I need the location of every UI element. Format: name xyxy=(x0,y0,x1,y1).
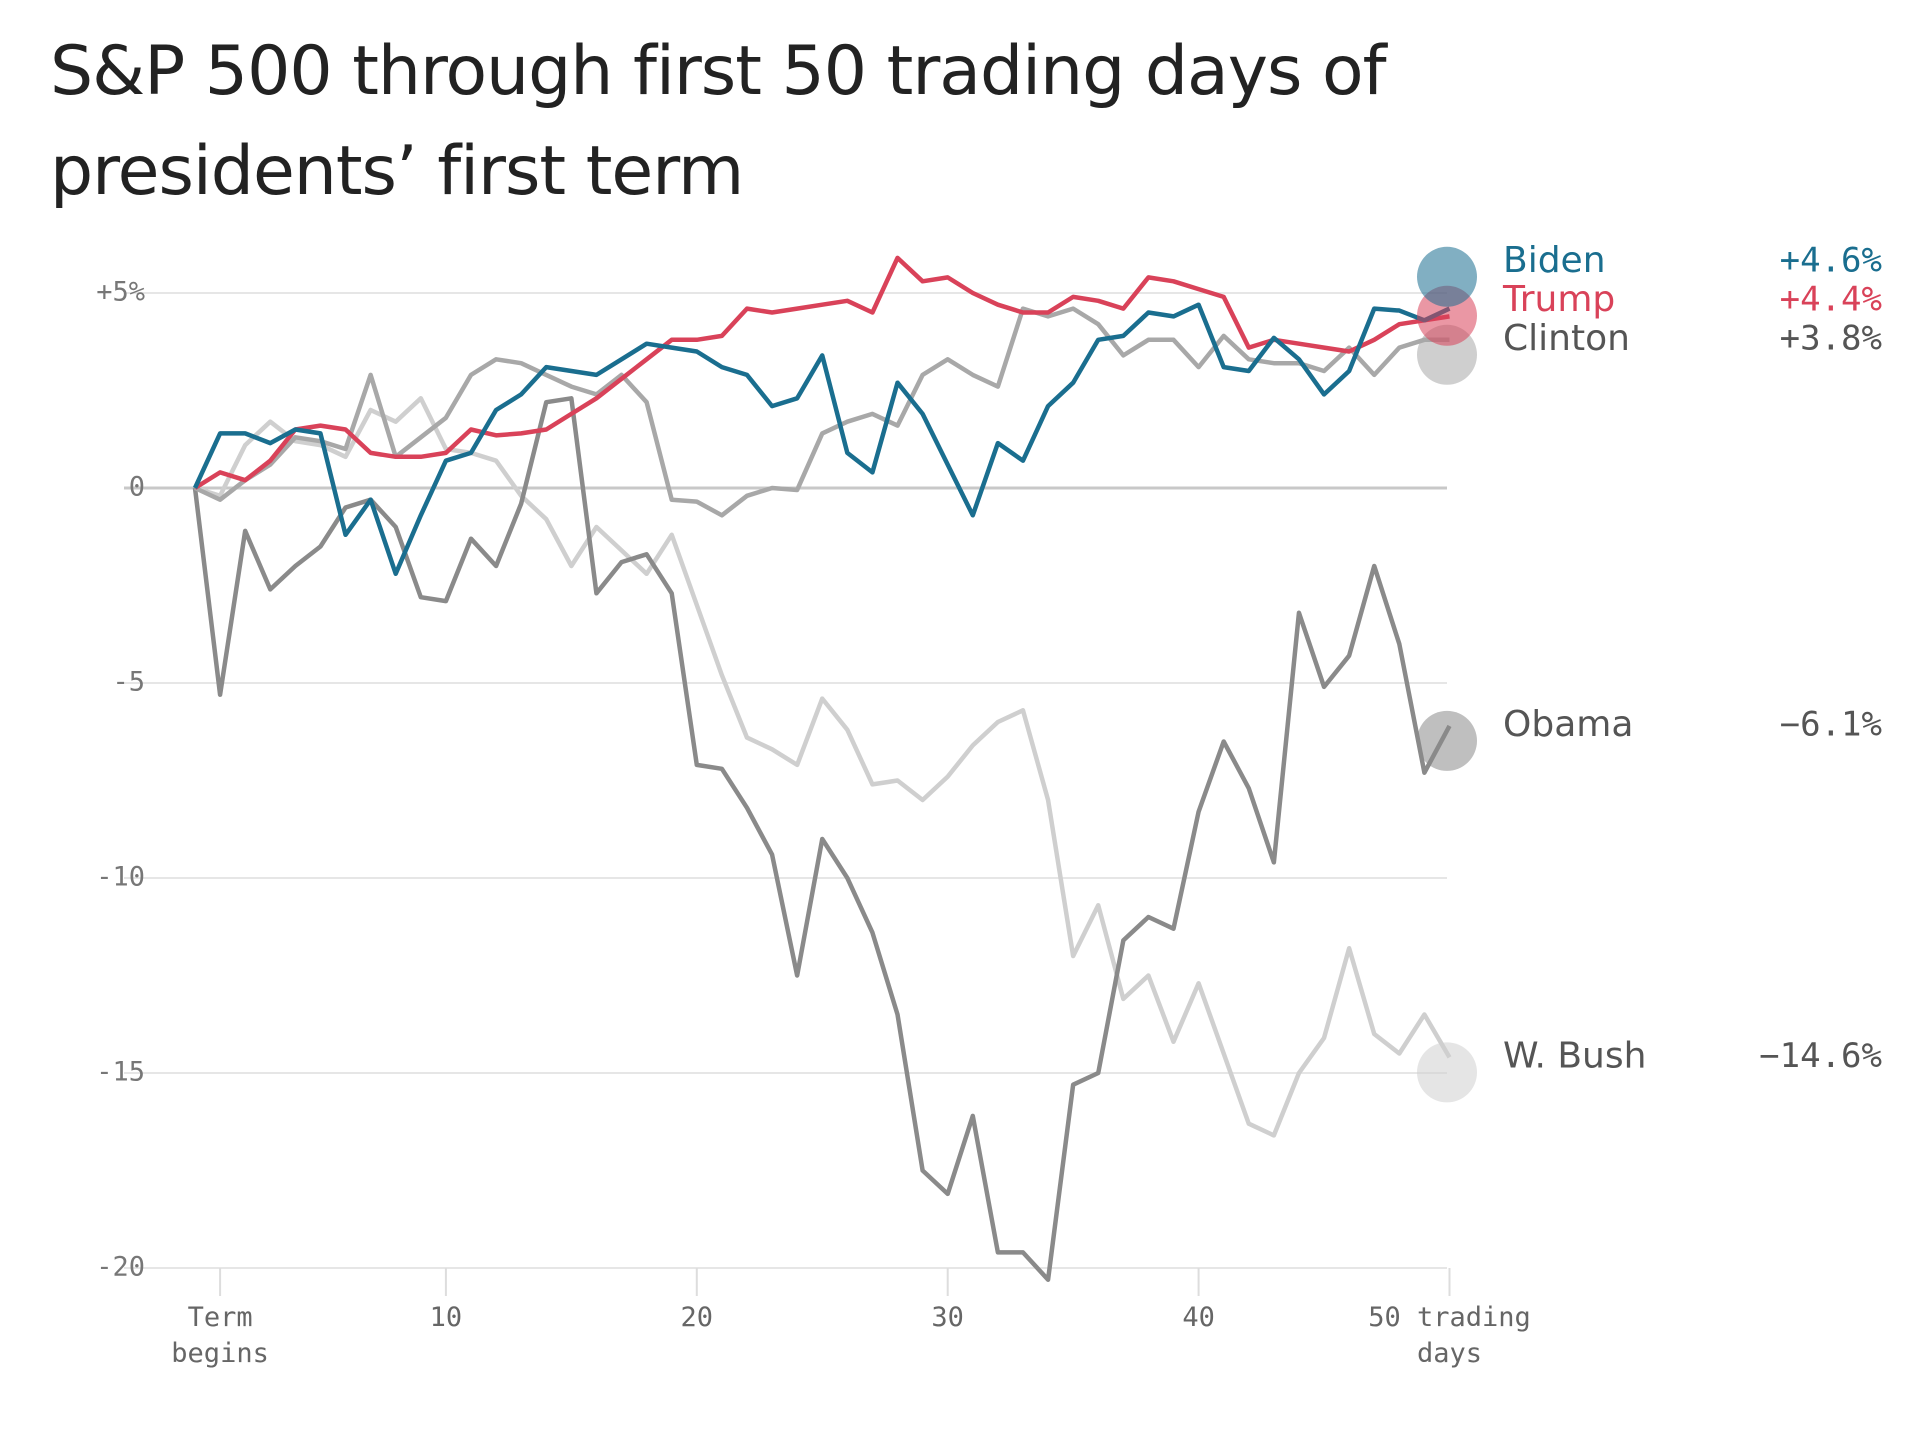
y-tick-label: -5 xyxy=(112,667,145,698)
x-tick-label: 50 trading days xyxy=(1368,1302,1531,1369)
end-value-label: −6.1% xyxy=(1780,704,1882,744)
y-tick-label: 0 xyxy=(129,472,145,503)
face-icon xyxy=(1417,1042,1477,1103)
x-tick-label: 40 xyxy=(1182,1302,1215,1333)
y-tick-label: -15 xyxy=(96,1057,145,1088)
series-line xyxy=(192,302,1451,577)
x-tick-label: Term begins xyxy=(171,1302,269,1369)
legend-name: Clinton xyxy=(1503,318,1630,359)
y-tick-label: +5% xyxy=(96,277,145,308)
x-tick-label: 20 xyxy=(680,1302,714,1333)
series-line xyxy=(193,255,1450,490)
legend-name: W. Bush xyxy=(1503,1035,1646,1076)
series-line xyxy=(194,306,1450,518)
y-tick-label: -10 xyxy=(96,862,145,893)
x-tick-label: 30 xyxy=(931,1302,964,1333)
legend-name: Obama xyxy=(1503,704,1633,745)
face-icon xyxy=(1417,710,1477,771)
y-tick-label: -20 xyxy=(96,1252,145,1283)
end-value-label: +4.4% xyxy=(1780,279,1882,319)
chart-title: S&P 500 through first 50 trading days of… xyxy=(50,32,1387,211)
end-value-label: −14.6% xyxy=(1759,1036,1882,1076)
legend-name: Biden xyxy=(1503,240,1606,281)
x-tick-label: 10 xyxy=(429,1302,463,1333)
legend-name: Trump xyxy=(1502,279,1615,320)
series-line xyxy=(194,396,1452,1138)
face-icon xyxy=(1417,246,1477,307)
end-value-label: +3.8% xyxy=(1780,318,1882,358)
end-value-label: +4.6% xyxy=(1780,240,1882,280)
